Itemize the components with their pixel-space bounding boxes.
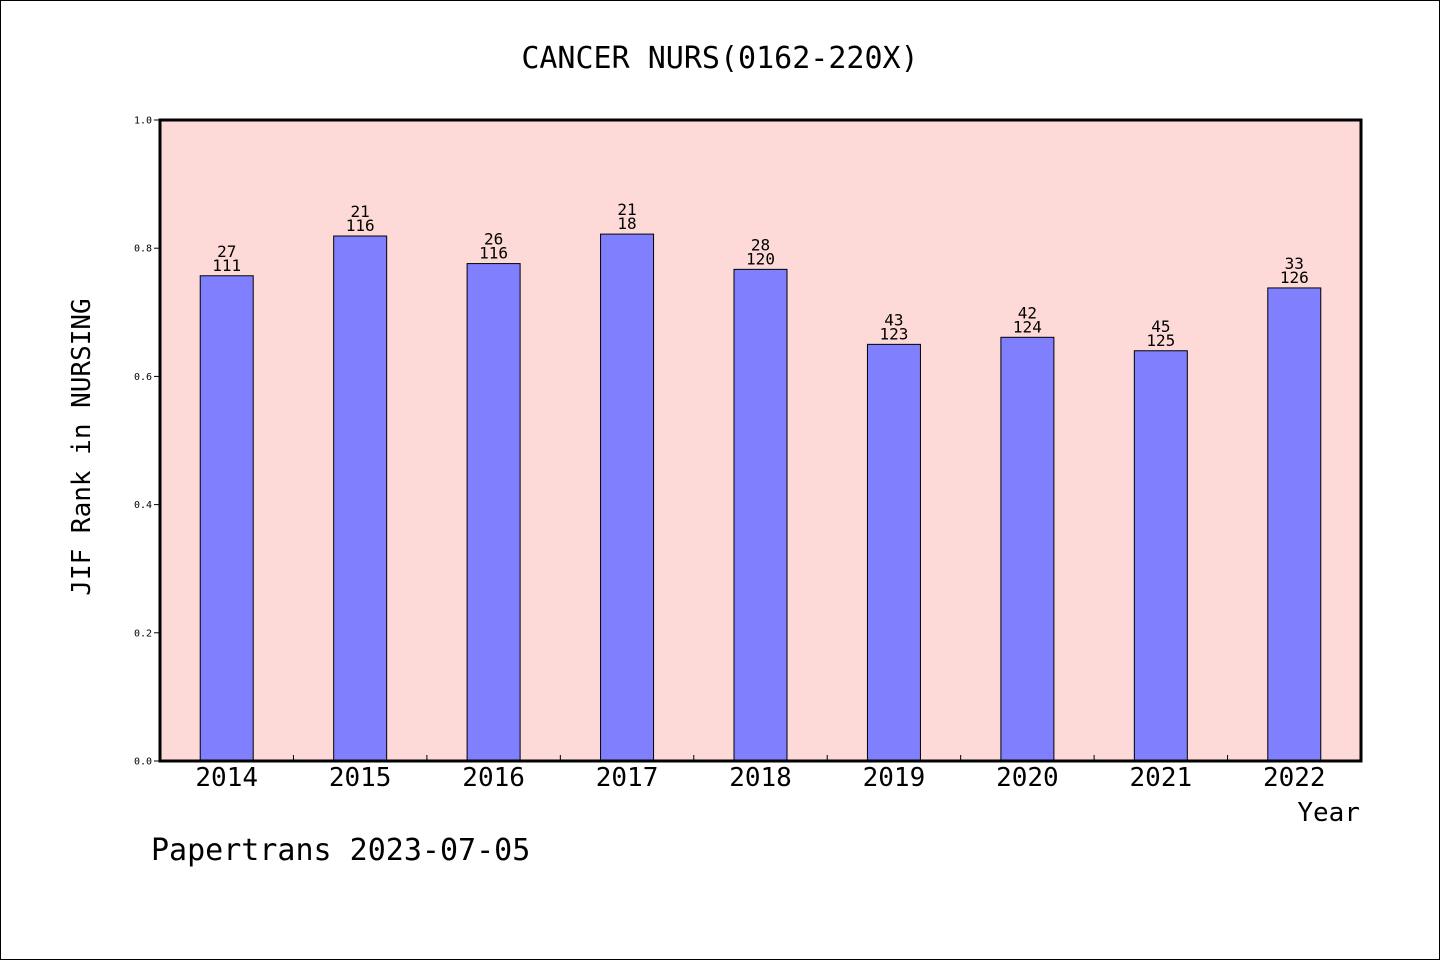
y-axis: 0.0 0.2 0.4 0.6 0.8 1.0 — [134, 116, 160, 768]
bar-label-total: 124 — [1013, 317, 1042, 336]
bar-label-rank: 28 — [751, 235, 770, 254]
bar-label-rank: 21 — [617, 200, 636, 219]
x-tick-label: 2015 — [329, 763, 392, 793]
bar-label-total: 116 — [346, 216, 375, 235]
bar — [466, 263, 521, 762]
x-tick-label: 2018 — [729, 763, 792, 793]
bar-label-rank: 42 — [1018, 303, 1037, 322]
bar — [1267, 287, 1322, 762]
bar — [866, 343, 921, 762]
bar-label-total: 125 — [1146, 331, 1175, 350]
x-tick-label: 2017 — [596, 763, 659, 793]
y-tick-label: 0.2 — [134, 628, 152, 639]
x-tick-label: 2019 — [863, 763, 926, 793]
bar-label-rank: 33 — [1285, 254, 1304, 273]
y-tick-label: 1.0 — [134, 116, 152, 127]
bar — [199, 275, 254, 762]
x-tick-label: 2020 — [996, 763, 1059, 793]
y-tick-label: 0.0 — [134, 757, 152, 768]
y-axis-label: JIF Rank in NURSING — [67, 298, 97, 595]
y-tick-label: 0.4 — [134, 500, 152, 511]
bar-label-rank: 26 — [484, 230, 503, 249]
footer-watermark: Papertrans 2023-07-05 — [151, 833, 531, 868]
x-tick-label: 2022 — [1263, 763, 1326, 793]
y-tick-label: 0.8 — [134, 244, 152, 255]
bar-label-rank: 43 — [884, 310, 903, 329]
x-tick-label: 2014 — [195, 763, 258, 793]
bar-label-rank: 27 — [217, 242, 236, 261]
bar — [1000, 336, 1055, 762]
bar-label-total: 123 — [879, 324, 908, 343]
bar-label-total: 116 — [479, 244, 508, 263]
bar-label-total: 120 — [746, 249, 775, 268]
bar-label-total: 126 — [1280, 268, 1309, 287]
bar — [333, 235, 388, 762]
y-tick-label: 0.6 — [134, 372, 152, 383]
x-axis: 2014 2015 2016 2017 2018 2019 2020 2021 2022 — [195, 755, 1326, 793]
bar-label-rank: 45 — [1151, 317, 1170, 336]
bar — [1133, 350, 1188, 762]
bar-label-total: 111 — [212, 256, 241, 275]
bar — [600, 233, 655, 762]
bar — [733, 268, 788, 762]
x-tick-label: 2021 — [1130, 763, 1193, 793]
bar-label-rank: 21 — [351, 202, 370, 221]
x-axis-label: Year — [1297, 798, 1360, 828]
plot-border — [158, 118, 1363, 763]
x-tick-label: 2016 — [462, 763, 525, 793]
bar-label-total: 18 — [617, 214, 636, 233]
chart-title: CANCER NURS(0162-220X) — [521, 41, 918, 76]
